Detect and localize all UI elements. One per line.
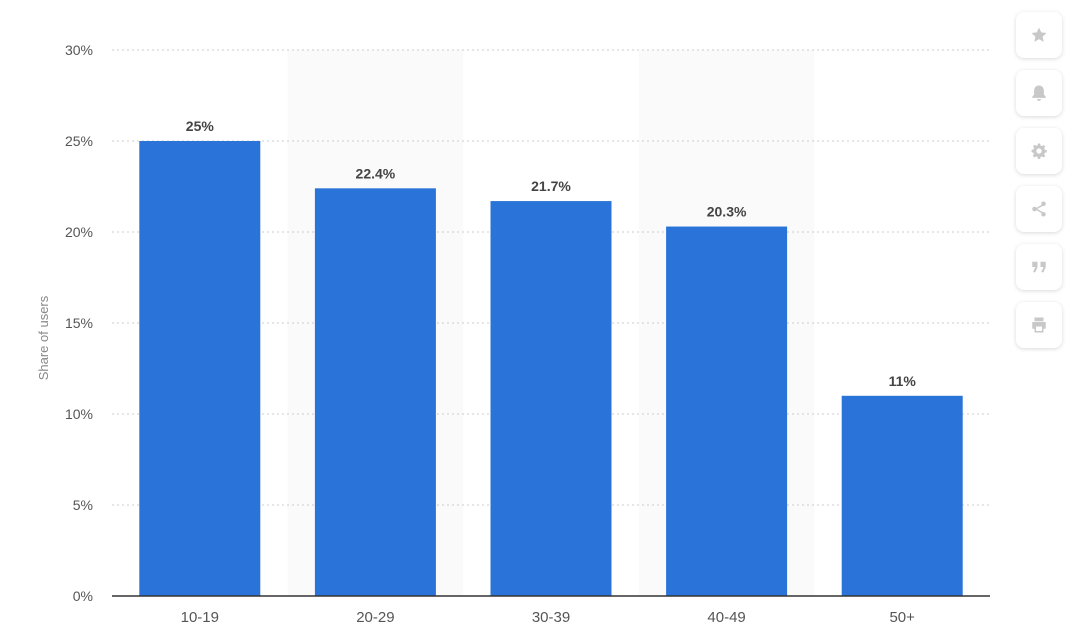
- y-tick-label: 30%: [65, 42, 93, 58]
- cite-button[interactable]: [1016, 244, 1062, 290]
- data-label: 21.7%: [531, 178, 571, 194]
- data-label: 22.4%: [356, 165, 396, 181]
- y-tick-label: 20%: [65, 224, 93, 240]
- bar: [666, 226, 788, 597]
- data-label: 11%: [889, 373, 917, 389]
- y-tick-label: 25%: [65, 133, 93, 149]
- gear-icon: [1031, 143, 1047, 159]
- x-tick-label: 30-39: [532, 609, 570, 622]
- x-tick-label: 10-19: [181, 609, 219, 622]
- y-tick-label: 0%: [73, 588, 93, 604]
- y-tick-label: 10%: [65, 406, 93, 422]
- chart-toolbar: [1016, 12, 1064, 360]
- x-tick-label: 20-29: [356, 609, 394, 622]
- quote-icon: [1032, 261, 1046, 273]
- settings-button[interactable]: [1016, 128, 1062, 174]
- y-tick-label: 15%: [65, 315, 93, 331]
- share-button[interactable]: [1016, 186, 1062, 232]
- bar: [139, 141, 261, 596]
- print-icon: [1032, 317, 1046, 333]
- y-tick-label: 5%: [73, 497, 93, 513]
- data-label: 20.3%: [707, 204, 747, 220]
- bar: [841, 395, 963, 596]
- data-label: 25%: [186, 118, 215, 134]
- print-button[interactable]: [1016, 302, 1062, 348]
- star-icon: [1031, 27, 1047, 42]
- x-tick-label: 50+: [889, 609, 915, 622]
- share-icon: [1032, 201, 1046, 217]
- bell-icon: [1032, 85, 1046, 101]
- favorite-button[interactable]: [1016, 12, 1062, 58]
- bar: [490, 201, 612, 596]
- bar: [314, 188, 436, 596]
- y-axis-title: Share of users: [36, 295, 51, 380]
- x-tick-label: 40-49: [707, 609, 745, 622]
- notification-button[interactable]: [1016, 70, 1062, 116]
